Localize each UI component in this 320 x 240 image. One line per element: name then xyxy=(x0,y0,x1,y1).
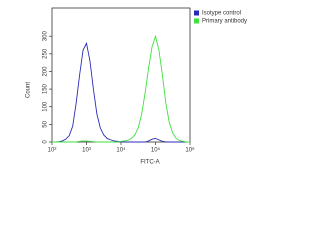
series-line xyxy=(52,34,190,143)
chart: FITC-A Count 0 50 100 150 200 250 300 10² 10³ 10⁴… xyxy=(26,7,247,166)
legend-swatch xyxy=(194,18,199,24)
y-axis-label: Count xyxy=(26,82,32,98)
page: {"chart_data": {"type": "line", "x_label… xyxy=(25,7,248,166)
x-tick-label: 10⁴ xyxy=(116,147,126,154)
y-tick-label: 300 xyxy=(43,31,49,42)
legend-label: Isotype control xyxy=(202,11,241,17)
x-tick-label: 10⁶ xyxy=(185,147,195,154)
x-tick-label: 10² xyxy=(48,148,57,154)
y-tick-label: 100 xyxy=(43,101,49,112)
y-tick-label: 0 xyxy=(43,140,49,144)
x-tick-label: 10³ xyxy=(82,148,91,154)
y-tick-label: 200 xyxy=(43,66,49,77)
series-line xyxy=(52,41,190,143)
legend-label: Primary antibody xyxy=(202,19,247,25)
y-tick-label: 250 xyxy=(43,48,49,59)
x-axis-label: FITC-A xyxy=(140,160,159,166)
y-tick-label: 150 xyxy=(43,83,49,94)
y-tick-label: 50 xyxy=(43,120,49,127)
legend-swatch xyxy=(194,10,199,16)
x-tick-label: 10⁵ xyxy=(151,147,161,154)
